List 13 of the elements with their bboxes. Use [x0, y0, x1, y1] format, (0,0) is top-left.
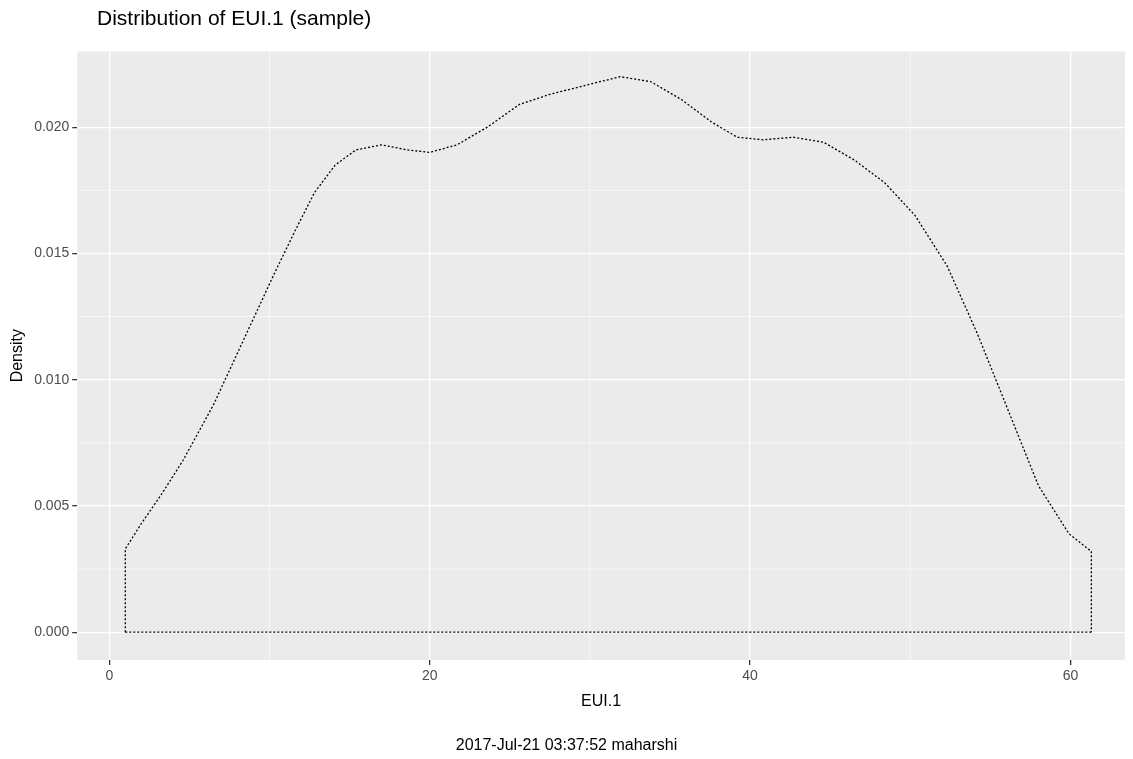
x-axis-title: EUI.1: [581, 691, 622, 709]
y-tick-label: 0.000: [34, 623, 70, 640]
y-axis-title: Density: [8, 329, 26, 383]
y-tick-label: 0.015: [34, 244, 70, 261]
y-tick-label: 0.010: [34, 370, 70, 387]
y-tick-label: 0.005: [34, 496, 70, 513]
x-tick-label: 60: [1062, 667, 1079, 684]
x-tick-label: 0: [105, 667, 114, 684]
chart-title: Distribution of EUI.1 (sample): [97, 6, 372, 30]
text: 2017-Jul-21 03:37:52 maharshi: [454, 736, 679, 754]
x-tick-label: 40: [742, 667, 759, 684]
y-tick-label: 0.020: [34, 118, 70, 135]
x-tick-label: 20: [421, 667, 438, 684]
